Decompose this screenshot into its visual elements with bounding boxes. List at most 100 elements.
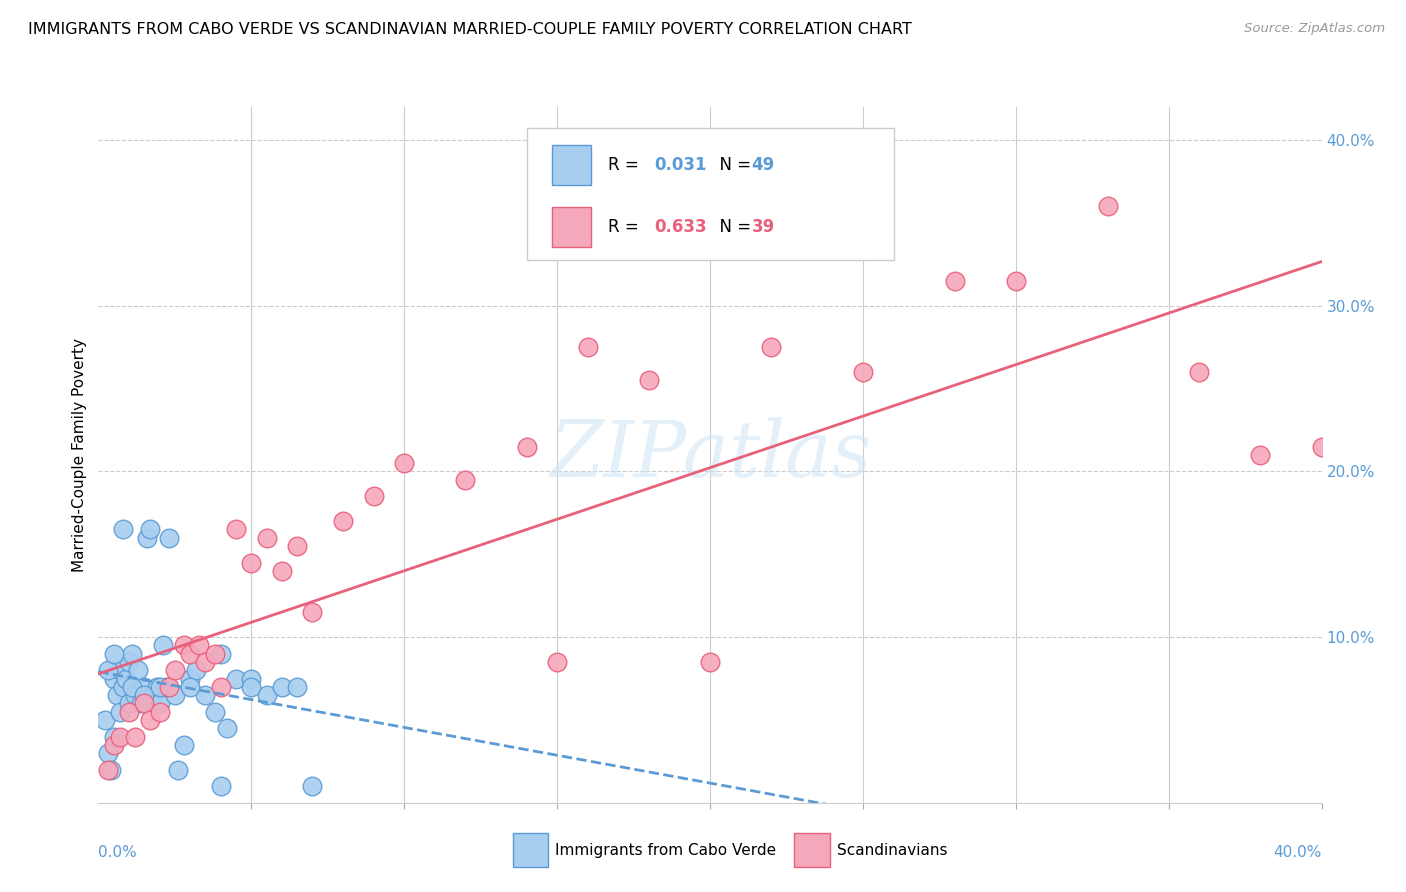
Point [149, 705, 172, 719]
Text: Immigrants from Cabo Verde: Immigrants from Cabo Verde [555, 843, 776, 857]
Point [121, 680, 143, 694]
Point [699, 655, 721, 669]
Point [576, 340, 599, 354]
Point [118, 697, 141, 711]
Point [332, 514, 354, 528]
Point [163, 688, 186, 702]
Point [108, 730, 131, 744]
Point [179, 680, 201, 694]
Point [142, 688, 165, 702]
Point [108, 663, 131, 677]
Point [204, 705, 226, 719]
Point [204, 647, 226, 661]
Point [209, 779, 232, 793]
Point [1004, 274, 1026, 288]
Point [134, 680, 156, 694]
Point [301, 779, 323, 793]
Point [103, 647, 125, 661]
Point [363, 489, 385, 503]
Point [127, 663, 149, 677]
Text: 0.031: 0.031 [654, 156, 707, 174]
Point [103, 730, 125, 744]
Text: Scandinavians: Scandinavians [837, 843, 948, 857]
Point [152, 639, 174, 653]
Point [103, 738, 125, 752]
Point [761, 340, 783, 354]
Text: IMMIGRANTS FROM CABO VERDE VS SCANDINAVIAN MARRIED-COUPLE FAMILY POVERTY CORRELA: IMMIGRANTS FROM CABO VERDE VS SCANDINAVI… [28, 22, 912, 37]
Point [93, 713, 115, 727]
Point [392, 456, 416, 470]
Point [155, 680, 177, 694]
Point [100, 763, 122, 777]
Point [105, 688, 128, 702]
Point [209, 647, 232, 661]
Point [638, 373, 661, 387]
Point [139, 713, 162, 727]
Point [118, 705, 141, 719]
Point [115, 672, 138, 686]
Point [97, 746, 120, 760]
Point [1188, 365, 1211, 379]
Point [215, 721, 238, 735]
Point [285, 539, 308, 553]
Text: R =: R = [607, 156, 644, 174]
Point [97, 663, 120, 677]
Text: N =: N = [709, 156, 756, 174]
Point [1250, 448, 1272, 462]
Point [240, 672, 263, 686]
Point [194, 688, 217, 702]
Point [145, 680, 167, 694]
Point [301, 605, 323, 619]
Point [134, 688, 156, 702]
Point [163, 663, 186, 677]
Point [188, 639, 211, 653]
Point [118, 655, 141, 669]
Point [103, 672, 125, 686]
Point [1310, 440, 1333, 454]
Point [179, 647, 201, 661]
Point [256, 688, 278, 702]
Point [256, 531, 278, 545]
Y-axis label: Married-Couple Family Poverty: Married-Couple Family Poverty [72, 338, 87, 572]
Text: N =: N = [709, 218, 756, 236]
Point [108, 705, 131, 719]
Point [454, 473, 477, 487]
Text: R =: R = [607, 218, 644, 236]
Point [179, 672, 201, 686]
Point [149, 680, 172, 694]
Point [516, 440, 538, 454]
Text: ZIPatlas: ZIPatlas [548, 417, 872, 493]
Text: Source: ZipAtlas.com: Source: ZipAtlas.com [1244, 22, 1385, 36]
Point [225, 672, 247, 686]
Point [943, 274, 966, 288]
Point [149, 697, 172, 711]
Point [124, 730, 146, 744]
Point [209, 680, 232, 694]
Point [186, 663, 208, 677]
Point [1097, 199, 1119, 213]
Point [167, 763, 190, 777]
Point [285, 680, 308, 694]
Point [97, 763, 120, 777]
Point [194, 655, 217, 669]
Point [270, 680, 294, 694]
Point [852, 365, 875, 379]
Point [225, 523, 247, 537]
Point [270, 564, 294, 578]
Point [129, 697, 152, 711]
Point [121, 647, 143, 661]
Point [240, 680, 263, 694]
Point [546, 655, 568, 669]
Text: 0.633: 0.633 [654, 218, 707, 236]
Point [240, 556, 263, 570]
Point [124, 688, 146, 702]
Point [111, 680, 134, 694]
Point [136, 531, 159, 545]
Text: 0.0%: 0.0% [98, 845, 138, 860]
Point [157, 531, 180, 545]
Point [173, 639, 195, 653]
Text: 39: 39 [751, 218, 775, 236]
Point [173, 738, 195, 752]
Point [157, 680, 180, 694]
Point [139, 523, 162, 537]
